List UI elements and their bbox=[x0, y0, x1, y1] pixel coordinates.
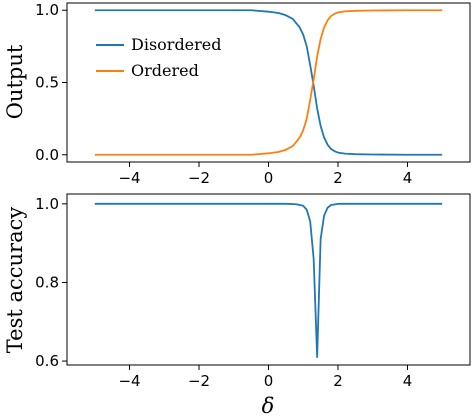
output-panel: −4 −2 0 2 4 0.0 0.5 1.0 Output Disordered Order… bbox=[3, 1, 471, 187]
accuracy-x-tick-label: 0 bbox=[264, 372, 274, 390]
output-series-line-ordered bbox=[94, 9, 443, 156]
output-x-tick-label: −4 bbox=[118, 169, 140, 187]
output-legend: Disordered Ordered bbox=[96, 35, 222, 80]
accuracy-x-tick-label: 4 bbox=[403, 372, 413, 390]
output-x-tick-label: 4 bbox=[403, 169, 413, 187]
output-y-tick-label: 0.5 bbox=[35, 74, 59, 92]
accuracy-x-tick-label: 2 bbox=[333, 372, 343, 390]
output-x-tick-label: −2 bbox=[188, 169, 210, 187]
output-y-axis-label: Output bbox=[3, 44, 27, 119]
accuracy-plot-frame bbox=[66, 193, 471, 366]
output-series-line-disordered bbox=[94, 9, 443, 156]
legend-label-ordered: Ordered bbox=[131, 61, 199, 80]
accuracy-y-tick-label: 1.0 bbox=[35, 195, 59, 213]
legend-label-disordered: Disordered bbox=[131, 35, 222, 54]
accuracy-series-line-accuracy bbox=[94, 202, 443, 359]
accuracy-axis-ticks: −4 −2 0 2 4 0.6 0.8 1.0 bbox=[35, 195, 412, 390]
output-axis-ticks: −4 −2 0 2 4 0.0 0.5 1.0 bbox=[35, 1, 412, 187]
accuracy-x-tick-label: −2 bbox=[188, 372, 210, 390]
accuracy-y-tick-label: 0.8 bbox=[35, 273, 59, 291]
output-x-tick-label: 0 bbox=[264, 169, 274, 187]
output-x-tick-label: 2 bbox=[333, 169, 343, 187]
accuracy-series-group bbox=[94, 202, 443, 359]
delta-x-axis-label: δ bbox=[262, 394, 275, 418]
output-plot-frame bbox=[66, 2, 471, 163]
output-series-group bbox=[94, 9, 443, 156]
accuracy-y-tick-label: 0.6 bbox=[35, 352, 59, 370]
accuracy-x-tick-label: −4 bbox=[118, 372, 140, 390]
accuracy-panel: −4 −2 0 2 4 0.6 0.8 1.0 Test accuracy δ bbox=[3, 193, 471, 418]
output-y-tick-label: 1.0 bbox=[35, 1, 59, 19]
output-y-tick-label: 0.0 bbox=[35, 146, 59, 164]
accuracy-y-axis-label: Test accuracy bbox=[3, 207, 27, 354]
